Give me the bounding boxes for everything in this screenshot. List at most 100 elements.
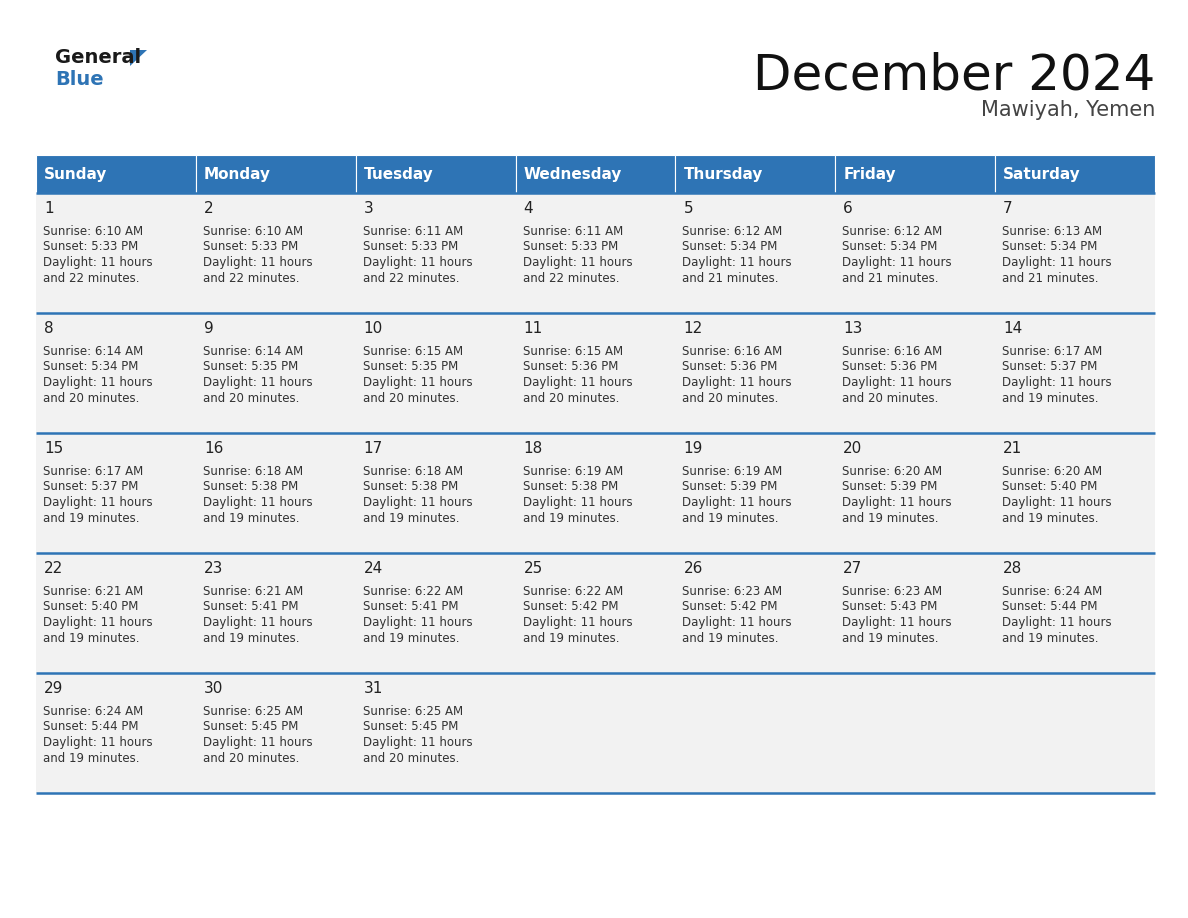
Text: and 19 minutes.: and 19 minutes. [203, 511, 299, 524]
Text: Sunset: 5:35 PM: Sunset: 5:35 PM [362, 361, 457, 374]
Text: Sunrise: 6:15 AM: Sunrise: 6:15 AM [523, 345, 623, 358]
Text: Sunrise: 6:20 AM: Sunrise: 6:20 AM [1003, 465, 1102, 478]
Text: Sunrise: 6:25 AM: Sunrise: 6:25 AM [362, 705, 463, 718]
Text: Sunset: 5:33 PM: Sunset: 5:33 PM [43, 241, 138, 253]
Text: Sunrise: 6:24 AM: Sunrise: 6:24 AM [1003, 585, 1102, 598]
Text: Daylight: 11 hours: Daylight: 11 hours [682, 496, 792, 509]
Bar [835, 673, 996, 793]
Text: Mawiyah, Yemen: Mawiyah, Yemen [980, 100, 1155, 120]
Text: Daylight: 11 hours: Daylight: 11 hours [682, 376, 792, 389]
Text: 8: 8 [44, 321, 53, 336]
Text: Sunrise: 6:19 AM: Sunrise: 6:19 AM [682, 465, 783, 478]
Text: Sunrise: 6:23 AM: Sunrise: 6:23 AM [682, 585, 783, 598]
Text: Sunset: 5:40 PM: Sunset: 5:40 PM [43, 600, 138, 613]
Text: and 20 minutes.: and 20 minutes. [43, 391, 139, 405]
Text: and 19 minutes.: and 19 minutes. [43, 752, 139, 765]
Text: Sunset: 5:34 PM: Sunset: 5:34 PM [1003, 241, 1098, 253]
Text: and 22 minutes.: and 22 minutes. [43, 272, 139, 285]
Text: Sunrise: 6:16 AM: Sunrise: 6:16 AM [682, 345, 783, 358]
Bar [36, 673, 196, 793]
Text: 26: 26 [683, 561, 703, 576]
Text: Sunrise: 6:14 AM: Sunrise: 6:14 AM [203, 345, 303, 358]
Text: Sunrise: 6:12 AM: Sunrise: 6:12 AM [682, 225, 783, 238]
Bar [355, 193, 516, 313]
Text: and 21 minutes.: and 21 minutes. [682, 272, 779, 285]
Text: and 19 minutes.: and 19 minutes. [43, 632, 139, 644]
Text: Daylight: 11 hours: Daylight: 11 hours [842, 256, 952, 269]
Text: 18: 18 [524, 441, 543, 456]
Text: Sunrise: 6:17 AM: Sunrise: 6:17 AM [43, 465, 144, 478]
Text: Sunset: 5:40 PM: Sunset: 5:40 PM [1003, 480, 1098, 494]
Bar [676, 193, 835, 313]
Bar [196, 193, 355, 313]
Text: Sunset: 5:45 PM: Sunset: 5:45 PM [203, 721, 298, 733]
Text: Sunset: 5:36 PM: Sunset: 5:36 PM [523, 361, 618, 374]
Bar [355, 673, 516, 793]
Text: Sunrise: 6:25 AM: Sunrise: 6:25 AM [203, 705, 303, 718]
Text: Sunrise: 6:12 AM: Sunrise: 6:12 AM [842, 225, 942, 238]
Text: and 20 minutes.: and 20 minutes. [523, 391, 619, 405]
Text: 23: 23 [204, 561, 223, 576]
Text: Sunset: 5:39 PM: Sunset: 5:39 PM [842, 480, 937, 494]
Bar [355, 313, 516, 433]
Text: 16: 16 [204, 441, 223, 456]
Text: Sunrise: 6:11 AM: Sunrise: 6:11 AM [523, 225, 623, 238]
Text: Thursday: Thursday [683, 166, 763, 182]
Text: Daylight: 11 hours: Daylight: 11 hours [1003, 616, 1112, 629]
Text: 19: 19 [683, 441, 703, 456]
Text: and 19 minutes.: and 19 minutes. [362, 511, 460, 524]
Bar [996, 193, 1155, 313]
Bar [996, 553, 1155, 673]
Text: 27: 27 [843, 561, 862, 576]
Text: Sunset: 5:33 PM: Sunset: 5:33 PM [203, 241, 298, 253]
Text: Daylight: 11 hours: Daylight: 11 hours [1003, 376, 1112, 389]
Text: Sunset: 5:38 PM: Sunset: 5:38 PM [362, 480, 457, 494]
Bar [676, 553, 835, 673]
Text: Daylight: 11 hours: Daylight: 11 hours [842, 376, 952, 389]
Text: Friday: Friday [843, 166, 896, 182]
Text: Daylight: 11 hours: Daylight: 11 hours [842, 616, 952, 629]
Polygon shape [129, 50, 147, 66]
Text: 29: 29 [44, 681, 63, 696]
Bar [516, 313, 676, 433]
Bar [996, 313, 1155, 433]
Text: and 19 minutes.: and 19 minutes. [682, 511, 779, 524]
Text: and 19 minutes.: and 19 minutes. [362, 632, 460, 644]
Text: 21: 21 [1003, 441, 1023, 456]
Text: Sunrise: 6:16 AM: Sunrise: 6:16 AM [842, 345, 942, 358]
Text: 10: 10 [364, 321, 383, 336]
Text: Daylight: 11 hours: Daylight: 11 hours [43, 616, 152, 629]
Text: and 19 minutes.: and 19 minutes. [1003, 511, 1099, 524]
Text: Sunset: 5:38 PM: Sunset: 5:38 PM [203, 480, 298, 494]
Bar [996, 433, 1155, 553]
Text: 15: 15 [44, 441, 63, 456]
Text: Sunset: 5:37 PM: Sunset: 5:37 PM [1003, 361, 1098, 374]
Text: Sunset: 5:37 PM: Sunset: 5:37 PM [43, 480, 138, 494]
Bar [996, 673, 1155, 793]
Text: and 20 minutes.: and 20 minutes. [362, 391, 459, 405]
Text: and 20 minutes.: and 20 minutes. [842, 391, 939, 405]
Text: Sunset: 5:42 PM: Sunset: 5:42 PM [523, 600, 618, 613]
Text: Daylight: 11 hours: Daylight: 11 hours [43, 736, 152, 749]
Text: 20: 20 [843, 441, 862, 456]
Text: Blue: Blue [55, 70, 103, 89]
Text: Daylight: 11 hours: Daylight: 11 hours [523, 256, 632, 269]
Text: and 19 minutes.: and 19 minutes. [682, 632, 779, 644]
Text: Daylight: 11 hours: Daylight: 11 hours [362, 616, 473, 629]
Text: Daylight: 11 hours: Daylight: 11 hours [842, 496, 952, 509]
Text: 4: 4 [524, 201, 533, 216]
Text: Sunset: 5:33 PM: Sunset: 5:33 PM [362, 241, 457, 253]
Text: Sunset: 5:45 PM: Sunset: 5:45 PM [362, 721, 459, 733]
Text: and 19 minutes.: and 19 minutes. [523, 511, 619, 524]
Text: Sunset: 5:42 PM: Sunset: 5:42 PM [682, 600, 778, 613]
Bar [196, 433, 355, 553]
Bar [36, 313, 196, 433]
Text: 14: 14 [1003, 321, 1023, 336]
Text: and 19 minutes.: and 19 minutes. [203, 632, 299, 644]
Bar [835, 313, 996, 433]
Text: 6: 6 [843, 201, 853, 216]
Bar [835, 193, 996, 313]
Text: Daylight: 11 hours: Daylight: 11 hours [203, 616, 312, 629]
Text: Daylight: 11 hours: Daylight: 11 hours [203, 496, 312, 509]
Text: and 19 minutes.: and 19 minutes. [842, 511, 939, 524]
